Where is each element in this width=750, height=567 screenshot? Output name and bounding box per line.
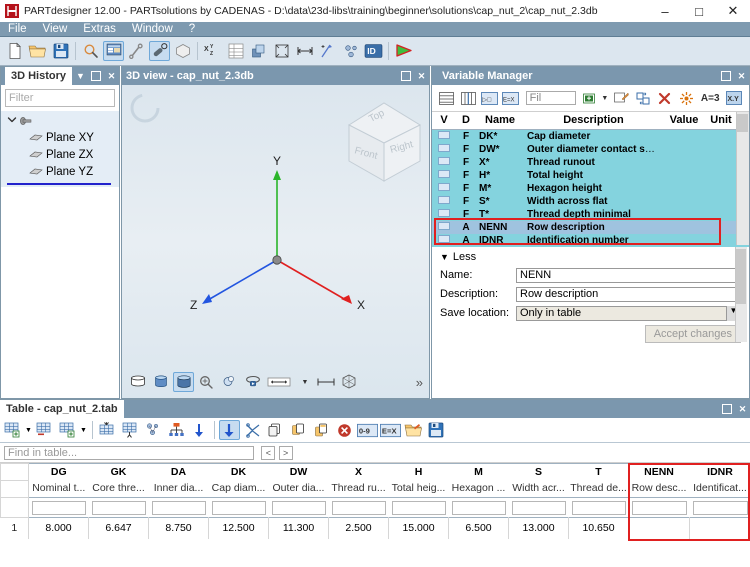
svg-text:E=X: E=X	[382, 426, 398, 435]
svg-text:X: X	[204, 46, 209, 53]
svg-text:X.Y: X.Y	[728, 96, 740, 103]
svg-text:▷□: ▷□	[482, 96, 491, 103]
svg-text:ID: ID	[367, 46, 376, 56]
svg-text:0-9: 0-9	[359, 426, 370, 435]
svg-text:X: X	[357, 298, 365, 312]
svg-text:E=X: E=X	[503, 97, 515, 103]
svg-text:Y: Y	[273, 154, 281, 168]
svg-text:Z: Z	[210, 51, 213, 57]
svg-text:Z: Z	[190, 298, 197, 312]
svg-text:Y: Y	[210, 44, 214, 50]
